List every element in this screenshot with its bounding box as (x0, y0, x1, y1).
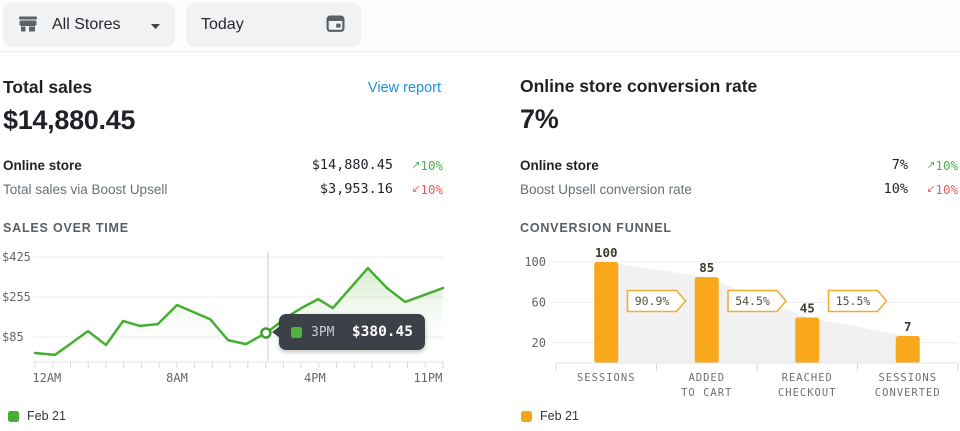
sales-legend: Feb 21 (8, 409, 66, 423)
y-axis-label: $85 (2, 330, 24, 344)
trend-up-arrow-icon: ↗ (411, 158, 421, 171)
row-label: Total sales via Boost Upsell (3, 181, 168, 197)
funnel-bar (795, 317, 820, 363)
legend-label: Feb 21 (27, 409, 66, 423)
legend-label: Feb 21 (540, 409, 579, 423)
funnel-bar (895, 336, 920, 363)
y-axis-label: $425 (2, 250, 31, 264)
sales-over-time-heading: SALES OVER TIME (3, 221, 129, 235)
funnel-area (606, 262, 908, 363)
row-label: Online store (3, 157, 82, 173)
view-report-link[interactable]: View report (367, 80, 441, 96)
bar-value-label: 100 (595, 248, 618, 260)
chevron-down-icon (150, 18, 161, 33)
tooltip-value: $380.45 (351, 324, 413, 340)
funnel-bar (694, 277, 719, 363)
date-range-label: Today (201, 16, 244, 33)
bar-value-label: 45 (800, 301, 815, 316)
x-axis-label: 8AM (166, 371, 188, 385)
sales-row-online-store: Online store $14,880.45 ↗ 10% (3, 154, 443, 176)
category-label: CHECKOUT (778, 387, 837, 399)
x-axis-label: 12AM (32, 371, 61, 385)
total-sales-title: Total sales (3, 77, 93, 97)
category-label: ADDED (688, 372, 725, 384)
sales-row-boost-upsell: Total sales via Boost Upsell $3,953.16 ↙… (3, 178, 443, 200)
sales-line (33, 266, 445, 357)
trend-percent: 10% (935, 181, 958, 197)
date-range-button[interactable]: Today (186, 3, 361, 47)
transition-rate-label: 15.5% (836, 294, 871, 308)
category-label: TO CART (681, 387, 732, 399)
row-value: $14,880.45 (311, 157, 393, 173)
trend-badge: ↗ 10% (393, 158, 443, 173)
store-selector-button[interactable]: All Stores (3, 3, 175, 47)
conversion-funnel-chart[interactable]: 100 60 20 100 85 45 7 90.9% 54.5% 15.5% SESSIONS AD… (518, 248, 960, 406)
category-label: SESSIONS (577, 372, 636, 384)
tooltip-series-swatch (291, 326, 302, 338)
trend-badge: ↗ 10% (908, 158, 958, 173)
conversion-row-online-store: Online store 7% ↗ 10% (520, 154, 958, 176)
trend-badge: ↙ 10% (393, 182, 443, 197)
row-label: Online store (520, 157, 599, 173)
conversion-funnel-heading: CONVERSION FUNNEL (520, 221, 672, 235)
y-axis-label: 100 (524, 255, 546, 269)
trend-up-arrow-icon: ↗ (926, 158, 936, 171)
transition-rate-badge (727, 289, 787, 313)
conversion-rate-value: 7% (520, 104, 559, 134)
total-sales-value: $14,880.45 (3, 105, 136, 135)
category-label: REACHED (782, 372, 833, 384)
legend-swatch-orange (521, 410, 532, 422)
x-axis-label: 11PM (413, 371, 442, 385)
row-value: 7% (891, 157, 908, 173)
trend-down-arrow-icon: ↙ (926, 182, 936, 195)
row-label: Boost Upsell conversion rate (520, 181, 692, 197)
top-filter-bar: All Stores Today (0, 0, 960, 52)
conversion-row-boost-upsell: Boost Upsell conversion rate 10% ↙ 10% (520, 178, 958, 200)
category-label: SESSIONS (878, 372, 937, 384)
x-axis-label: 4PM (304, 371, 326, 385)
funnel-legend: Feb 21 (521, 409, 579, 423)
hover-marker (260, 327, 272, 339)
row-value: $3,953.16 (319, 181, 393, 197)
transition-rate-badge (626, 289, 687, 313)
calendar-icon (325, 13, 346, 37)
bar-value-label: 85 (699, 260, 714, 275)
bar-value-label: 7 (904, 319, 912, 334)
y-axis-label: $255 (2, 290, 31, 304)
funnel-bar (594, 262, 619, 363)
y-axis-label: 20 (532, 336, 546, 350)
chart-tooltip: 3PM $380.45 (272, 314, 425, 350)
tooltip-time-label: 3PM (311, 324, 335, 340)
transition-rate-badge (827, 289, 888, 313)
transition-rate-label: 90.9% (635, 294, 670, 308)
y-axis-label: 60 (532, 295, 546, 309)
row-value: 10% (883, 181, 908, 197)
trend-percent: 10% (420, 181, 443, 197)
trend-down-arrow-icon: ↙ (411, 182, 421, 195)
transition-rate-label: 54.5% (735, 294, 770, 308)
legend-swatch-green (8, 410, 19, 422)
trend-badge: ↙ 10% (908, 182, 958, 197)
storefront-icon (17, 14, 39, 37)
trend-percent: 10% (420, 157, 443, 173)
store-selector-label: All Stores (52, 16, 121, 33)
conversion-rate-title: Online store conversion rate (520, 76, 758, 96)
category-label: CONVERTED (875, 387, 941, 399)
trend-percent: 10% (935, 157, 958, 173)
